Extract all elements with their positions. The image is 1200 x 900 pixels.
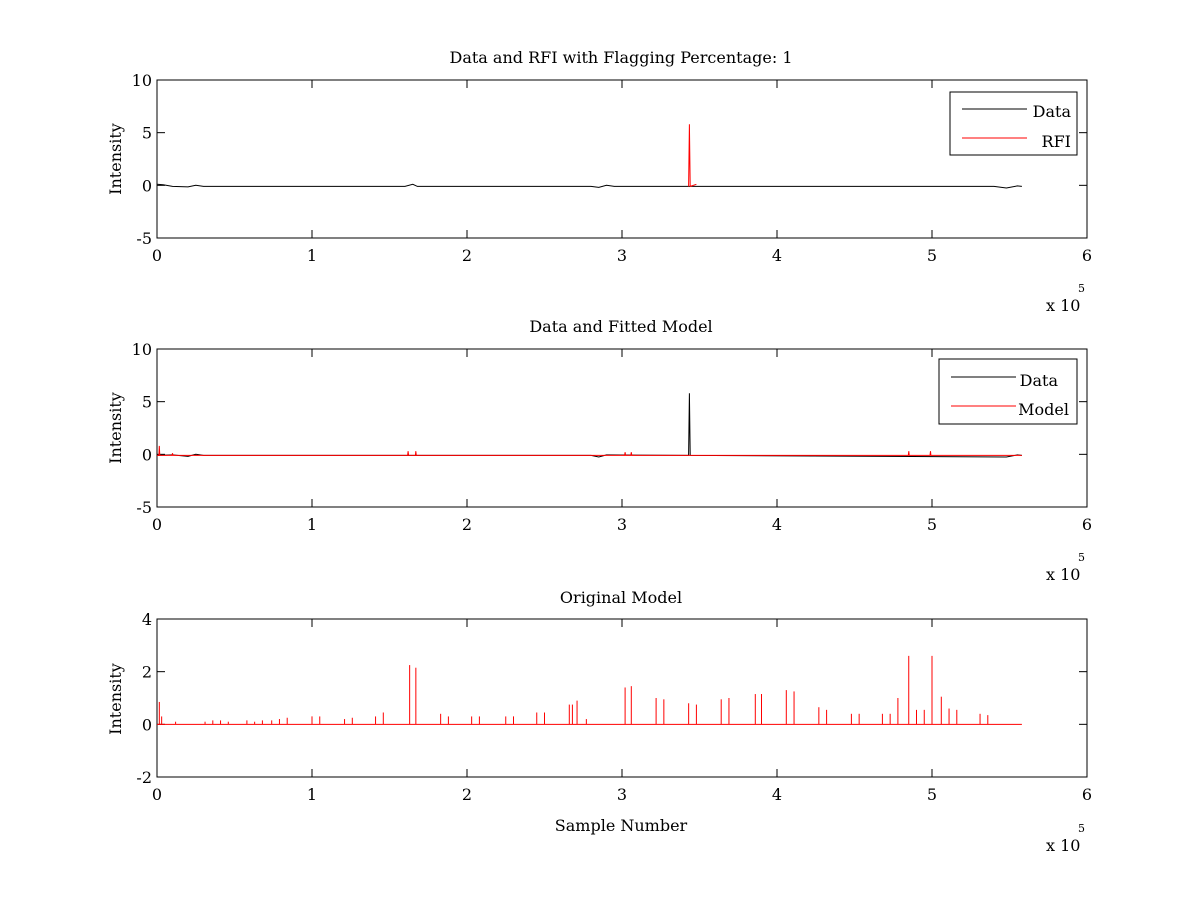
- y-tick-label: 5: [142, 393, 152, 412]
- subplot-3-y-label: Intensity: [106, 663, 125, 735]
- subplot-1-axes-box: [156, 79, 1088, 239]
- subplot-2-y-label: Intensity: [106, 392, 125, 464]
- subplot-1-x-exponent: x 10: [1046, 296, 1080, 315]
- x-tick-label: 6: [1082, 515, 1092, 534]
- x-tick-label: 1: [307, 515, 317, 534]
- subplot-1-title: Data and RFI with Flagging Percentage: 1: [449, 48, 792, 67]
- x-tick-label: 5: [927, 246, 937, 265]
- x-tick-label: 4: [772, 785, 782, 804]
- x-tick-label: 5: [927, 515, 937, 534]
- y-tick-label: 2: [142, 663, 152, 682]
- series-line-model: [157, 445, 1022, 456]
- subplot-3-series: [157, 655, 1022, 725]
- y-tick-label: 0: [142, 176, 152, 195]
- x-tick-label: 4: [772, 515, 782, 534]
- x-tick-label: 0: [152, 246, 162, 265]
- subplot-2-title: Data and Fitted Model: [529, 317, 712, 336]
- x-tick-label: 3: [617, 246, 627, 265]
- subplot-2-series: [156, 393, 1022, 458]
- subplot-2-x-exponent-power: 5: [1078, 551, 1085, 564]
- subplot-3-x-label: Sample Number: [555, 816, 688, 835]
- legend-label-rfi: RFI: [1042, 132, 1071, 151]
- subplot-2: Data and Fitted Model Intensity 0 1 2 3 4 5 6 -…: [106, 317, 1092, 584]
- x-tick-label: 2: [462, 785, 472, 804]
- subplot-1: Data and RFI with Flagging Percentage: 1…: [106, 48, 1092, 315]
- subplot-3-axes-box: [156, 618, 1088, 778]
- x-tick-label: 3: [617, 785, 627, 804]
- x-tick-label: 6: [1082, 785, 1092, 804]
- subplot-1-y-label: Intensity: [106, 123, 125, 195]
- x-tick-label: 2: [462, 246, 472, 265]
- x-tick-label: 6: [1082, 246, 1092, 265]
- y-tick-label: 4: [142, 610, 152, 629]
- subplot-3-title: Original Model: [560, 588, 682, 607]
- x-tick-label: 0: [152, 785, 162, 804]
- subplot-1-x-exponent-power: 5: [1078, 282, 1085, 295]
- x-tick-label: 0: [152, 515, 162, 534]
- y-tick-label: -5: [136, 498, 152, 517]
- x-tick-label: 3: [617, 515, 627, 534]
- subplot-1-series: [156, 124, 1022, 189]
- subplot-3-x-exponent-power: 5: [1078, 822, 1085, 835]
- x-tick-label: 1: [307, 785, 317, 804]
- y-tick-label: -5: [136, 229, 152, 248]
- series-line-rfi: [688, 124, 697, 188]
- subplot-2-x-exponent: x 10: [1046, 565, 1080, 584]
- series-line-data: [156, 393, 1022, 458]
- x-tick-label: 2: [462, 515, 472, 534]
- x-tick-label: 4: [772, 246, 782, 265]
- subplot-3-x-exponent: x 10: [1046, 836, 1080, 855]
- legend-label-data: Data: [1020, 371, 1059, 390]
- x-tick-label: 1: [307, 246, 317, 265]
- y-tick-label: -2: [136, 768, 152, 787]
- y-tick-label: 10: [132, 340, 152, 359]
- series-line-data: [156, 183, 1022, 189]
- subplot-2-legend: Data Model: [938, 358, 1078, 425]
- legend-box: [949, 91, 1078, 156]
- legend-label-model: Model: [1018, 400, 1069, 419]
- legend-box: [938, 358, 1078, 425]
- y-tick-label: 10: [132, 71, 152, 90]
- subplot-2-axes-box: [156, 348, 1088, 508]
- y-tick-label: 5: [142, 124, 152, 143]
- x-tick-label: 5: [927, 785, 937, 804]
- legend-label-data: Data: [1033, 102, 1072, 121]
- y-tick-label: 0: [142, 445, 152, 464]
- subplot-1-legend: Data RFI: [949, 91, 1078, 156]
- y-tick-label: 0: [142, 715, 152, 734]
